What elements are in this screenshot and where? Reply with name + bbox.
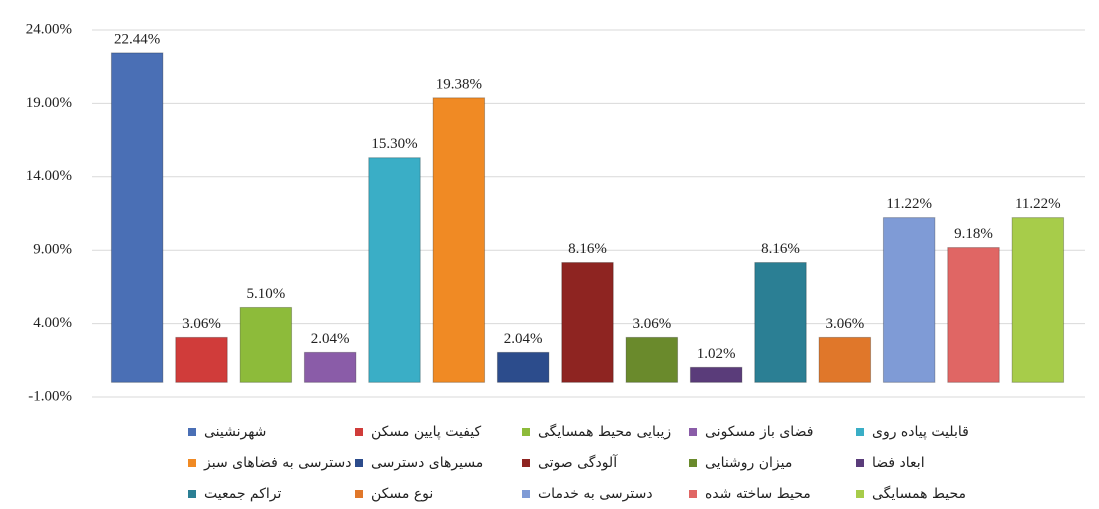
bar	[369, 158, 420, 383]
bar	[883, 218, 934, 383]
legend-swatch	[856, 490, 864, 498]
legend-label: آلودگی صوتی	[538, 454, 618, 471]
legend-label: فضای باز مسکونی	[705, 424, 813, 440]
legend-swatch	[188, 490, 196, 498]
bar	[690, 367, 741, 382]
legend-label: ابعاد فضا	[872, 455, 925, 471]
legend-swatch	[188, 428, 196, 436]
data-label: 19.38%	[436, 76, 482, 92]
data-label: 3.06%	[182, 316, 221, 332]
data-label: 2.04%	[504, 331, 543, 347]
bar	[948, 248, 999, 383]
bar	[304, 352, 355, 382]
data-label: 8.16%	[568, 241, 607, 257]
bar	[111, 53, 162, 382]
legend-swatch	[522, 490, 530, 498]
legend-label: نوع مسکن	[371, 486, 433, 502]
legend-swatch	[355, 490, 363, 498]
y-tick-label: 24.00%	[26, 21, 72, 37]
data-label: 1.02%	[697, 346, 736, 362]
legend-swatch	[522, 428, 530, 436]
legend-label: زیبایی محیط همسایگی	[538, 423, 671, 440]
bar	[176, 337, 227, 382]
legend-swatch	[355, 428, 363, 436]
data-label: 8.16%	[761, 241, 800, 257]
bar	[1012, 218, 1063, 383]
legend-swatch	[689, 490, 697, 498]
bar	[433, 98, 484, 382]
legend-swatch	[522, 459, 530, 467]
legend-label: کیفیت پایین مسکن	[371, 424, 481, 440]
data-label: 11.22%	[1015, 196, 1061, 212]
legend-label: مسیرهای دسترسی	[371, 455, 483, 471]
legend-label: محیط همسایگی	[872, 485, 966, 502]
data-label: 15.30%	[371, 136, 417, 152]
legend-label: محیط ساخته شده	[705, 486, 811, 502]
chart: -1.00% 4.00% 9.00% 14.00% 19.00% 24.00% 22.44%…	[0, 0, 1099, 509]
y-tick-label: 9.00%	[33, 242, 72, 258]
bar	[755, 263, 806, 383]
data-label: 11.22%	[886, 196, 932, 212]
legend-label: شهرنشینی	[204, 424, 266, 440]
legend-label: دسترسی به خدمات	[538, 486, 653, 502]
data-label: 2.04%	[311, 331, 350, 347]
data-label: 9.18%	[954, 226, 993, 242]
legend-swatch	[689, 428, 697, 436]
legend-label: میزان روشنایی	[705, 455, 792, 471]
legend-swatch	[188, 459, 196, 467]
y-tick-label: 14.00%	[26, 168, 72, 184]
bar	[819, 337, 870, 382]
legend-swatch	[856, 428, 864, 436]
bar	[240, 307, 291, 382]
y-tick-label: 4.00%	[33, 315, 72, 331]
y-tick-label: -1.00%	[28, 388, 72, 404]
data-label: 3.06%	[825, 316, 864, 332]
legend-label: قابلیت پیاده روی	[872, 424, 969, 440]
legend-swatch	[689, 459, 697, 467]
legend-swatch	[856, 459, 864, 467]
data-label: 22.44%	[114, 31, 160, 47]
legend-label: تراکم جمعیت	[204, 486, 282, 502]
bar	[626, 337, 677, 382]
bar	[562, 263, 613, 383]
data-label: 5.10%	[246, 286, 285, 302]
legend-label: دسترسی به فضاهای سبز	[203, 455, 351, 471]
data-label: 3.06%	[632, 316, 671, 332]
y-tick-label: 19.00%	[26, 95, 72, 111]
legend-swatch	[355, 459, 363, 467]
bar	[497, 352, 548, 382]
